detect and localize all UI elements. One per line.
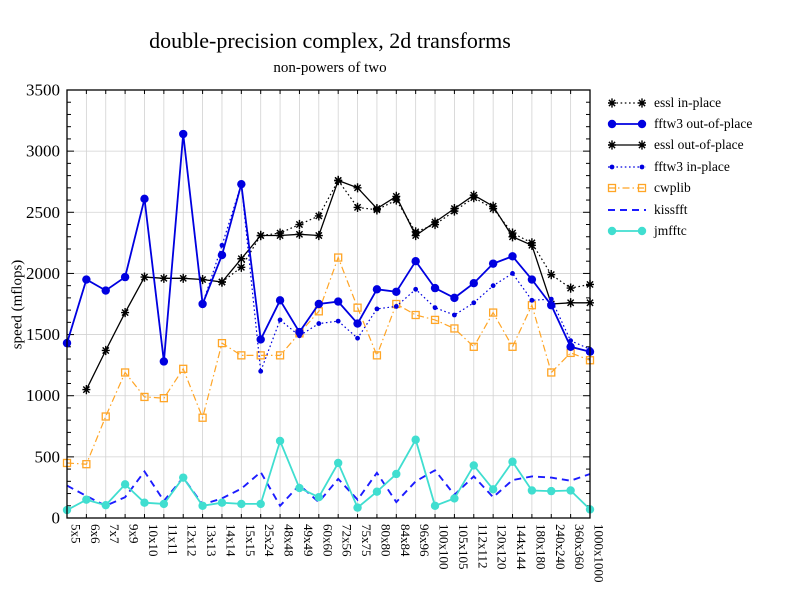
x-tick-label: 11x11 <box>165 524 180 556</box>
x-tick-label: 80x80 <box>378 524 393 557</box>
chart-subtitle: non-powers of two <box>273 60 387 76</box>
legend-item-jmfftc: jmfftc <box>606 220 752 241</box>
x-tick-label: 6x6 <box>88 524 103 544</box>
legend-key-kissfft <box>608 208 646 211</box>
legend-key-cwplib <box>607 184 647 193</box>
y-axis-label: speed (mflops) <box>9 259 26 350</box>
legend-label: fftw3 out-of-place <box>654 116 753 132</box>
x-tick-label: 7x7 <box>107 524 122 544</box>
x-tick-label: 360x360 <box>572 524 587 570</box>
x-tick-label: 112x112 <box>475 524 490 569</box>
x-tick-label: 144x144 <box>514 524 529 570</box>
x-tick-label: 120x120 <box>495 524 510 570</box>
y-tick-label: 0 <box>52 509 61 528</box>
axis-ticks <box>66 89 591 519</box>
x-tick-label: 240x240 <box>553 524 568 570</box>
plot-border <box>66 89 591 519</box>
x-tick-label: 15x15 <box>243 524 258 557</box>
legend-item-kissfft: kissfft <box>606 199 752 220</box>
legend-item-essl-in-place: essl in-place <box>606 92 752 113</box>
series-kissfft <box>66 469 591 508</box>
legend-key-fftw3-out-of-place <box>607 119 647 129</box>
x-tick-label: 105x105 <box>456 524 471 570</box>
y-tick-label: 1000 <box>26 386 60 405</box>
legend-label: essl out-of-place <box>654 137 744 153</box>
x-tick-labels: 5x5 6x6 7x7 9x9 10x10 11x11 12x12 13x13 14x14 15x… <box>69 524 607 583</box>
series-cwplib <box>62 253 595 469</box>
x-tick-label: 96x96 <box>417 524 432 557</box>
legend-label: jmfftc <box>654 223 687 239</box>
x-tick-label: 13x13 <box>204 524 219 557</box>
y-tick-label: 2000 <box>26 264 60 283</box>
legend-item-fftw3-in-place: fftw3 in-place <box>606 156 752 177</box>
x-tick-label: 75x75 <box>359 524 374 557</box>
y-tick-label: 2500 <box>26 203 60 222</box>
x-tick-label: 10x10 <box>146 524 161 557</box>
x-tick-label: 48x48 <box>282 524 297 557</box>
x-tick-label: 49x49 <box>301 524 316 557</box>
grid <box>67 90 590 518</box>
x-tick-label: 84x84 <box>398 524 413 557</box>
legend-key-fftw3-in-place <box>608 164 646 170</box>
legend-item-fftw3-out-of-place: fftw3 out-of-place <box>606 113 752 134</box>
legend-label: cwplib <box>654 180 691 196</box>
x-tick-label: 1000x1000 <box>592 524 607 583</box>
y-tick-label: 1500 <box>26 325 60 344</box>
legend-item-cwplib: cwplib <box>606 178 752 199</box>
x-tick-label: 60x60 <box>320 524 335 557</box>
y-tick-label: 500 <box>35 447 61 466</box>
x-tick-label: 72x56 <box>340 524 355 557</box>
chart-title: double-precision complex, 2d transforms <box>149 28 511 53</box>
legend-label: kissfft <box>654 201 688 217</box>
x-tick-label: 9x9 <box>127 524 142 544</box>
x-tick-label: 5x5 <box>69 524 84 544</box>
y-tick-labels: 0 500 1000 1500 2000 2500 3000 3500 <box>26 81 60 528</box>
legend-key-essl-in-place <box>608 98 646 108</box>
x-tick-label: 180x180 <box>533 524 548 570</box>
x-tick-label: 14x14 <box>223 524 238 557</box>
y-tick-label: 3000 <box>26 142 60 161</box>
legend-label: essl in-place <box>654 94 722 110</box>
series-fftw3-out-of-place <box>62 129 595 366</box>
x-tick-label: 100x100 <box>437 524 452 570</box>
series-jmfftc <box>62 435 595 515</box>
y-tick-label: 3500 <box>26 81 60 100</box>
legend-item-essl-out-of-place: essl out-of-place <box>606 135 752 156</box>
series-essl-in-place <box>217 175 594 293</box>
legend-label: fftw3 in-place <box>654 158 730 174</box>
legend-key-essl-out-of-place <box>608 140 646 151</box>
x-tick-label: 12x12 <box>185 524 200 557</box>
x-tick-label: 25x24 <box>262 524 277 557</box>
legend-key-jmfftc <box>607 226 647 236</box>
legend: essl in-place fftw3 out-of-place essl out-… <box>606 92 752 242</box>
